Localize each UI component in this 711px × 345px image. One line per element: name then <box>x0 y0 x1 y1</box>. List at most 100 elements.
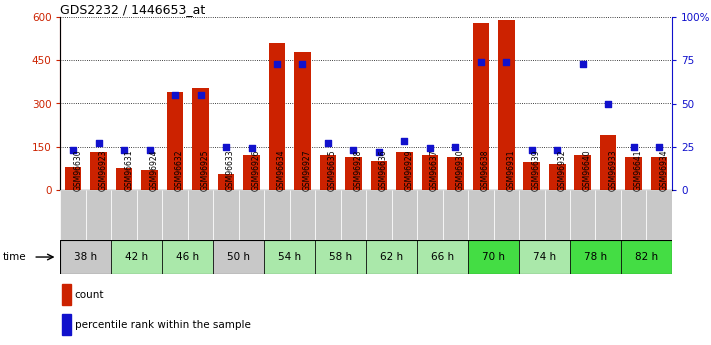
Bar <box>320 155 336 190</box>
Text: 50 h: 50 h <box>228 252 250 262</box>
Bar <box>473 23 489 190</box>
Text: percentile rank within the sample: percentile rank within the sample <box>75 320 250 330</box>
Text: GSM96930: GSM96930 <box>455 150 464 191</box>
Point <box>322 140 333 146</box>
Point <box>246 146 257 151</box>
Bar <box>519 190 545 240</box>
Text: GSM96933: GSM96933 <box>608 150 617 191</box>
Text: time: time <box>3 252 26 262</box>
Bar <box>651 157 668 190</box>
Point <box>68 147 79 153</box>
Text: 54 h: 54 h <box>278 252 301 262</box>
Text: GSM96633: GSM96633 <box>226 150 235 191</box>
Bar <box>188 190 213 240</box>
Point <box>602 101 614 106</box>
Bar <box>493 190 519 240</box>
Point <box>653 144 665 149</box>
Point <box>449 144 461 149</box>
Bar <box>549 164 565 190</box>
Point <box>501 59 512 65</box>
Point <box>93 140 105 146</box>
Bar <box>90 152 107 190</box>
Point <box>169 92 181 98</box>
Bar <box>422 155 438 190</box>
Bar <box>243 155 260 190</box>
Text: 78 h: 78 h <box>584 252 607 262</box>
Bar <box>294 52 311 190</box>
Bar <box>392 190 417 240</box>
Bar <box>621 240 672 274</box>
Bar <box>112 190 137 240</box>
Point <box>373 149 385 155</box>
Bar <box>213 240 264 274</box>
Text: GSM96630: GSM96630 <box>73 150 82 191</box>
Bar <box>621 190 646 240</box>
Bar <box>65 167 82 190</box>
Bar <box>192 88 209 190</box>
Point <box>272 61 283 67</box>
Bar <box>239 190 264 240</box>
Bar <box>447 157 464 190</box>
Text: count: count <box>75 290 104 299</box>
Bar <box>468 240 519 274</box>
Bar <box>442 190 468 240</box>
Bar <box>345 157 362 190</box>
Text: 74 h: 74 h <box>533 252 556 262</box>
Text: GSM96929: GSM96929 <box>405 150 413 191</box>
Point <box>526 147 538 153</box>
Text: 82 h: 82 h <box>635 252 658 262</box>
Bar <box>269 43 285 190</box>
Point <box>552 147 563 153</box>
Text: 42 h: 42 h <box>125 252 149 262</box>
Text: GSM96927: GSM96927 <box>302 150 311 191</box>
Bar <box>417 240 468 274</box>
Point <box>628 144 639 149</box>
Bar <box>596 190 621 240</box>
Text: GSM96928: GSM96928 <box>353 150 363 191</box>
Bar <box>290 190 315 240</box>
Text: 38 h: 38 h <box>75 252 97 262</box>
Bar <box>218 174 235 190</box>
Point <box>348 147 359 153</box>
Text: GSM96634: GSM96634 <box>277 150 286 191</box>
Bar <box>116 168 132 190</box>
Text: GSM96932: GSM96932 <box>557 150 566 191</box>
Text: GSM96637: GSM96637 <box>430 150 439 191</box>
Bar <box>366 190 392 240</box>
Text: GSM96639: GSM96639 <box>532 150 541 191</box>
Bar <box>162 240 213 274</box>
Text: GSM96638: GSM96638 <box>481 150 490 191</box>
Text: 66 h: 66 h <box>431 252 454 262</box>
Bar <box>315 240 366 274</box>
Bar <box>86 190 112 240</box>
Bar <box>63 284 71 305</box>
Text: GSM96631: GSM96631 <box>124 150 133 191</box>
Bar <box>468 190 493 240</box>
Bar <box>519 240 570 274</box>
Point <box>296 61 308 67</box>
Text: 62 h: 62 h <box>380 252 403 262</box>
Bar <box>417 190 442 240</box>
Bar <box>60 190 86 240</box>
Text: 46 h: 46 h <box>176 252 199 262</box>
Bar <box>213 190 239 240</box>
Bar <box>341 190 366 240</box>
Text: GSM96635: GSM96635 <box>328 150 337 191</box>
Point <box>220 144 232 149</box>
Bar <box>574 155 591 190</box>
Point <box>119 147 130 153</box>
Bar <box>60 240 112 274</box>
Bar <box>370 161 387 190</box>
Bar <box>646 190 672 240</box>
Bar <box>545 190 570 240</box>
Text: GSM96923: GSM96923 <box>99 150 107 191</box>
Point <box>424 146 436 151</box>
Bar <box>264 240 315 274</box>
Bar <box>600 135 616 190</box>
Text: GSM96641: GSM96641 <box>634 150 643 191</box>
Point <box>195 92 206 98</box>
Text: GDS2232 / 1446653_at: GDS2232 / 1446653_at <box>60 3 205 16</box>
Text: GSM96925: GSM96925 <box>201 150 210 191</box>
Bar <box>570 190 596 240</box>
Text: GSM96636: GSM96636 <box>379 150 388 191</box>
